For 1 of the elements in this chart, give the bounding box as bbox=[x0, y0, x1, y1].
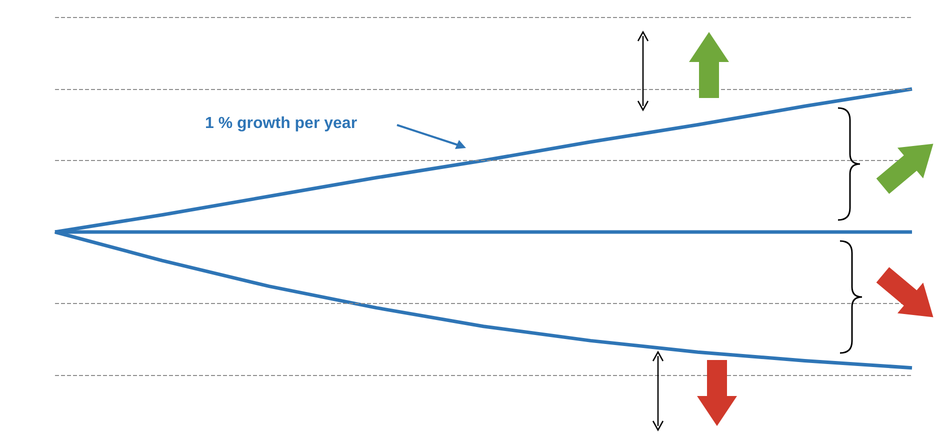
annotation: 1 % growth per year bbox=[205, 115, 358, 133]
